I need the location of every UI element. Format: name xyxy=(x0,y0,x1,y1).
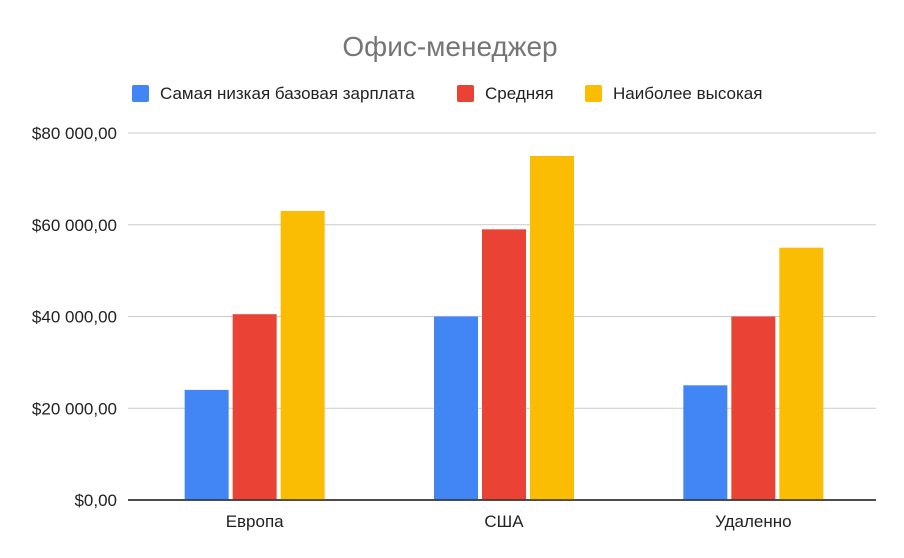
bar-Европа-series-1 xyxy=(232,314,277,500)
y-axis: $0,00 $20 000,00 $40 000,00 $60 000,00 $80 0… xyxy=(32,124,117,510)
y-tick-label: $20 000,00 xyxy=(32,399,117,418)
legend-label-1: Средняя xyxy=(485,84,554,103)
x-tick-label: США xyxy=(484,512,524,531)
y-tick-label: $0,00 xyxy=(74,491,117,510)
x-tick-label: Европа xyxy=(226,512,284,531)
chart-title: Офис-менеджер xyxy=(342,31,557,62)
bar-США-series-0 xyxy=(434,316,478,500)
bar-Европа-series-0 xyxy=(184,389,229,500)
bar-США-series-2 xyxy=(530,155,574,500)
bar-Европа-series-2 xyxy=(280,210,325,501)
x-tick-label: Удаленно xyxy=(715,512,791,531)
bar-Удаленно-series-0 xyxy=(683,385,728,500)
y-tick-label: $80 000,00 xyxy=(32,124,117,143)
legend-swatch-1 xyxy=(457,85,474,102)
y-tick-label: $60 000,00 xyxy=(32,216,117,235)
legend-label-0: Самая низкая базовая зарплата xyxy=(160,84,415,103)
bar-Удаленно-series-2 xyxy=(779,247,824,500)
bar-США-series-1 xyxy=(482,229,526,500)
legend-swatch-0 xyxy=(132,85,149,102)
y-tick-label: $40 000,00 xyxy=(32,308,117,327)
x-axis: Европа США Удаленно xyxy=(226,512,792,531)
bars xyxy=(128,155,876,501)
legend-label-2: Наиболее высокая xyxy=(613,84,762,103)
legend: Самая низкая базовая зарплата Средняя Наиб… xyxy=(132,84,762,103)
bar-Удаленно-series-1 xyxy=(731,316,776,500)
legend-swatch-2 xyxy=(585,85,602,102)
